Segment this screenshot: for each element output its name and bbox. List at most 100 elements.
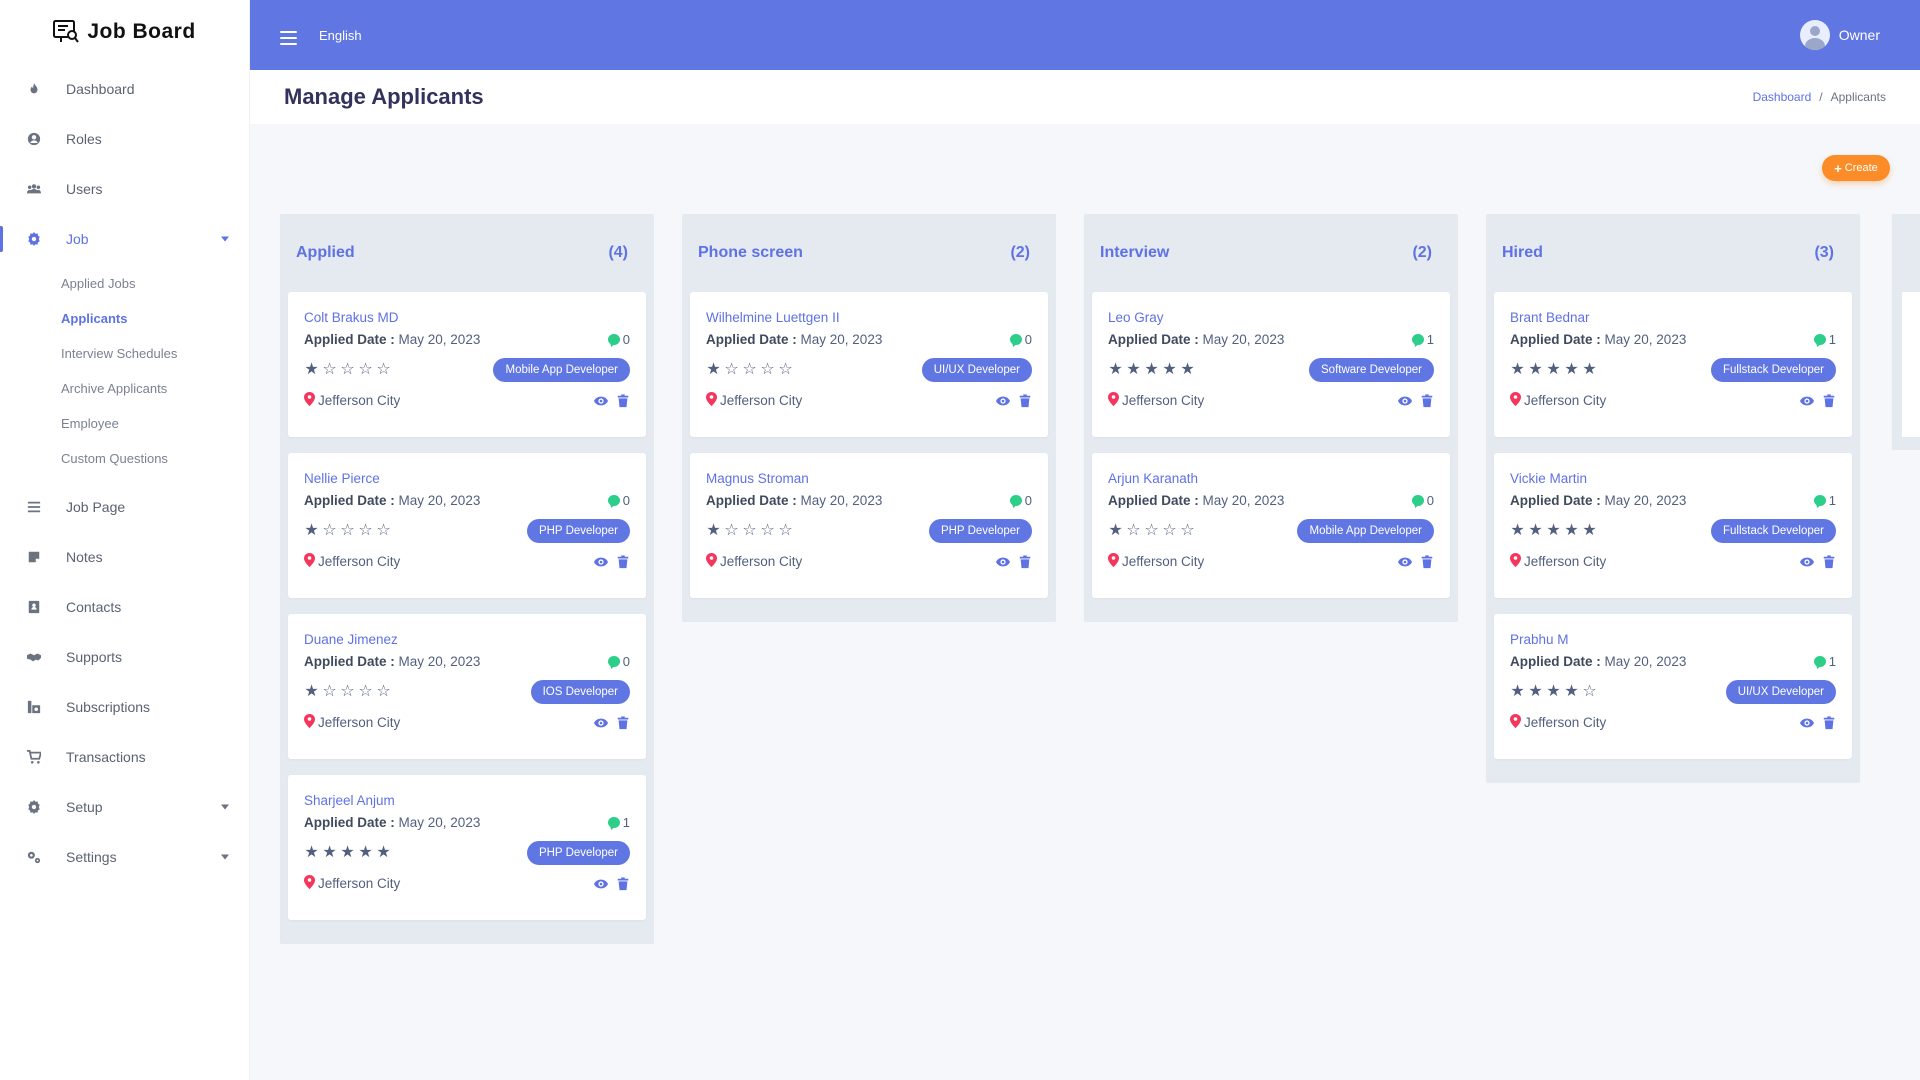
trash-icon[interactable] bbox=[1420, 554, 1434, 569]
star-filled-icon[interactable]: ★ bbox=[706, 361, 721, 378]
applicant-name[interactable]: Prabhu M bbox=[1510, 632, 1569, 647]
star-empty-icon[interactable]: ☆ bbox=[760, 361, 775, 378]
star-empty-icon[interactable]: ☆ bbox=[724, 522, 739, 539]
star-empty-icon[interactable]: ☆ bbox=[1582, 683, 1597, 700]
trash-icon[interactable] bbox=[1018, 393, 1032, 408]
star-empty-icon[interactable]: ☆ bbox=[358, 522, 373, 539]
eye-icon[interactable] bbox=[1398, 555, 1412, 569]
eye-icon[interactable] bbox=[594, 877, 608, 891]
star-filled-icon[interactable]: ★ bbox=[1162, 361, 1177, 378]
star-filled-icon[interactable]: ★ bbox=[1510, 522, 1525, 539]
applicant-name[interactable]: Arjun Karanath bbox=[1108, 471, 1199, 486]
star-filled-icon[interactable]: ★ bbox=[706, 522, 721, 539]
eye-icon[interactable] bbox=[996, 394, 1010, 408]
sidebar-item-subscriptions[interactable]: Subscriptions bbox=[0, 682, 249, 732]
sidebar-item-roles[interactable]: Roles bbox=[0, 114, 249, 164]
star-filled-icon[interactable]: ★ bbox=[304, 683, 319, 700]
subnav-item-applicants[interactable]: Applicants bbox=[61, 311, 128, 326]
sidebar-item-users[interactable]: Users bbox=[0, 164, 249, 214]
star-empty-icon[interactable]: ☆ bbox=[778, 361, 793, 378]
trash-icon[interactable] bbox=[616, 715, 630, 730]
sidebar-item-settings[interactable]: Settings bbox=[0, 832, 249, 882]
eye-icon[interactable] bbox=[1398, 394, 1412, 408]
star-empty-icon[interactable]: ☆ bbox=[1162, 522, 1177, 539]
star-empty-icon[interactable]: ☆ bbox=[376, 683, 391, 700]
sidebar-item-contacts[interactable]: Contacts bbox=[0, 582, 249, 632]
star-filled-icon[interactable]: ★ bbox=[1546, 361, 1561, 378]
menu-toggle-icon[interactable] bbox=[280, 31, 297, 45]
eye-icon[interactable] bbox=[594, 555, 608, 569]
trash-icon[interactable] bbox=[616, 393, 630, 408]
trash-icon[interactable] bbox=[1822, 715, 1836, 730]
star-filled-icon[interactable]: ★ bbox=[1582, 361, 1597, 378]
applicant-card[interactable]: Arjun Karanath Applied Date : May 20, 202… bbox=[1092, 453, 1450, 598]
star-empty-icon[interactable]: ☆ bbox=[322, 522, 337, 539]
applicant-name[interactable]: Nellie Pierce bbox=[304, 471, 380, 486]
star-empty-icon[interactable]: ☆ bbox=[322, 361, 337, 378]
job-title-badge[interactable]: IOS Developer bbox=[530, 680, 630, 704]
create-button[interactable]: + Create bbox=[1822, 155, 1890, 181]
job-title-badge[interactable]: PHP Developer bbox=[928, 519, 1032, 543]
star-empty-icon[interactable]: ☆ bbox=[322, 683, 337, 700]
job-title-badge[interactable]: PHP Developer bbox=[526, 841, 630, 865]
applicant-name[interactable]: Vickie Martin bbox=[1510, 471, 1588, 486]
star-filled-icon[interactable]: ★ bbox=[1564, 683, 1579, 700]
user-menu[interactable]: Owner bbox=[1799, 20, 1880, 50]
subnav-item-applied-jobs[interactable]: Applied Jobs bbox=[61, 276, 136, 291]
star-filled-icon[interactable]: ★ bbox=[1126, 361, 1141, 378]
subnav-item-interview-schedules[interactable]: Interview Schedules bbox=[61, 346, 178, 361]
breadcrumb-dashboard[interactable]: Dashboard bbox=[1752, 90, 1812, 104]
language-selector[interactable]: English bbox=[319, 27, 362, 43]
sidebar-item-job-page[interactable]: Job Page bbox=[0, 482, 249, 532]
star-filled-icon[interactable]: ★ bbox=[322, 844, 337, 861]
star-filled-icon[interactable]: ★ bbox=[358, 844, 373, 861]
star-empty-icon[interactable]: ☆ bbox=[358, 361, 373, 378]
star-filled-icon[interactable]: ★ bbox=[1564, 522, 1579, 539]
eye-icon[interactable] bbox=[594, 394, 608, 408]
star-filled-icon[interactable]: ★ bbox=[1108, 522, 1123, 539]
star-empty-icon[interactable]: ☆ bbox=[1180, 522, 1195, 539]
brand[interactable]: Job Board bbox=[0, 0, 249, 64]
applicant-card[interactable]: Colt Brakus MD Applied Date : May 20, 202… bbox=[288, 292, 646, 437]
star-filled-icon[interactable]: ★ bbox=[340, 844, 355, 861]
applicant-card[interactable]: Leo Gray Applied Date : May 20, 2023 1 ★ ★ ★ ★… bbox=[1092, 292, 1450, 437]
star-filled-icon[interactable]: ★ bbox=[1528, 361, 1543, 378]
star-filled-icon[interactable]: ★ bbox=[1510, 361, 1525, 378]
applicant-name[interactable]: Leo Gray bbox=[1108, 310, 1164, 325]
star-filled-icon[interactable]: ★ bbox=[1546, 522, 1561, 539]
star-filled-icon[interactable]: ★ bbox=[1546, 683, 1561, 700]
star-empty-icon[interactable]: ☆ bbox=[742, 361, 757, 378]
job-title-badge[interactable]: UI/UX Developer bbox=[921, 358, 1032, 382]
job-title-badge[interactable]: Fullstack Developer bbox=[1711, 519, 1836, 543]
subnav-item-employee[interactable]: Employee bbox=[61, 416, 119, 431]
applicant-card[interactable]: Nellie Pierce Applied Date : May 20, 2023… bbox=[288, 453, 646, 598]
applicant-name[interactable]: Brant Bednar bbox=[1510, 310, 1590, 325]
applicant-name[interactable]: Colt Brakus MD bbox=[304, 310, 399, 325]
sidebar-item-notes[interactable]: Notes bbox=[0, 532, 249, 582]
star-empty-icon[interactable]: ☆ bbox=[724, 361, 739, 378]
subnav-item-custom-questions[interactable]: Custom Questions bbox=[61, 451, 168, 466]
job-title-badge[interactable]: Software Developer bbox=[1309, 358, 1434, 382]
star-filled-icon[interactable]: ★ bbox=[1582, 522, 1597, 539]
job-title-badge[interactable]: Mobile App Developer bbox=[493, 358, 630, 382]
job-title-badge[interactable]: Fullstack Developer bbox=[1711, 358, 1836, 382]
star-empty-icon[interactable]: ☆ bbox=[376, 361, 391, 378]
star-empty-icon[interactable]: ☆ bbox=[340, 522, 355, 539]
star-filled-icon[interactable]: ★ bbox=[304, 522, 319, 539]
applicant-name[interactable]: Sharjeel Anjum bbox=[304, 793, 395, 808]
star-filled-icon[interactable]: ★ bbox=[1528, 683, 1543, 700]
trash-icon[interactable] bbox=[616, 554, 630, 569]
star-filled-icon[interactable]: ★ bbox=[304, 844, 319, 861]
applicant-card[interactable]: Magnus Stroman Applied Date : May 20, 202… bbox=[690, 453, 1048, 598]
star-empty-icon[interactable]: ☆ bbox=[760, 522, 775, 539]
star-filled-icon[interactable]: ★ bbox=[1180, 361, 1195, 378]
star-empty-icon[interactable]: ☆ bbox=[778, 522, 793, 539]
sidebar-item-setup[interactable]: Setup bbox=[0, 782, 249, 832]
sidebar-item-supports[interactable]: Supports bbox=[0, 632, 249, 682]
trash-icon[interactable] bbox=[616, 876, 630, 891]
trash-icon[interactable] bbox=[1822, 554, 1836, 569]
star-filled-icon[interactable]: ★ bbox=[1528, 522, 1543, 539]
star-filled-icon[interactable]: ★ bbox=[1144, 361, 1159, 378]
applicant-card[interactable]: Duane Jimenez Applied Date : May 20, 2023… bbox=[288, 614, 646, 759]
eye-icon[interactable] bbox=[594, 716, 608, 730]
